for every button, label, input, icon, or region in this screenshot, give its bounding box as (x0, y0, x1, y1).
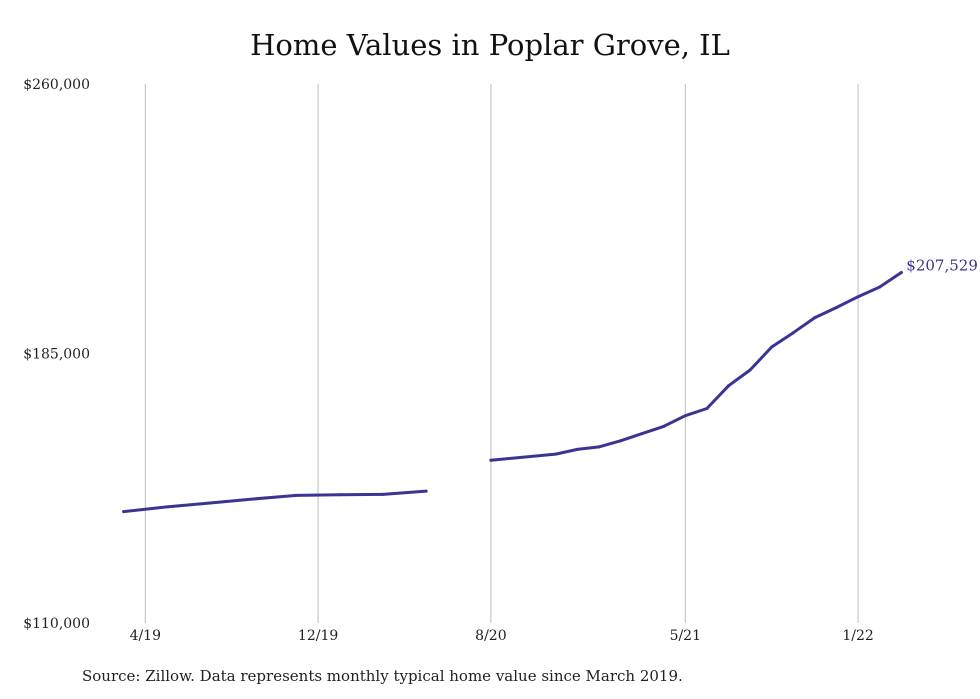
x-tick-label: 4/19 (130, 628, 161, 644)
data-point (878, 285, 882, 289)
data-point (619, 439, 622, 443)
x-tick-label: 12/19 (298, 628, 338, 644)
y-tick-label: $185,000 (23, 347, 90, 363)
data-point (424, 489, 428, 493)
data-point (683, 414, 687, 418)
x-axis: 4/19 12/19 8/20 5/21 1/22 (130, 628, 874, 644)
data-point (575, 447, 579, 451)
chart-title: Home Values in Poplar Grove, IL (250, 28, 730, 62)
source-note: Source: Zillow. Data represents monthly … (82, 667, 683, 685)
data-point (662, 424, 666, 428)
data-point (295, 493, 298, 497)
data-point (640, 432, 644, 436)
data-point (381, 492, 385, 496)
data-point (770, 345, 774, 349)
series (122, 271, 903, 514)
data-point (489, 458, 493, 462)
data-point (597, 445, 601, 449)
data-point (251, 497, 255, 501)
x-tick-label: 8/20 (475, 628, 506, 644)
data-point (165, 505, 169, 509)
data-point (791, 331, 795, 335)
y-axis: $260,000 $185,000 $110,000 (23, 77, 90, 632)
gridlines (144, 84, 859, 623)
y-tick-label: $260,000 (23, 77, 90, 93)
data-point (208, 501, 212, 505)
data-point (705, 407, 709, 410)
data-point (856, 295, 860, 299)
data-point (338, 493, 342, 497)
data-point (554, 452, 558, 456)
data-point (122, 510, 126, 514)
series-line-segment (489, 271, 903, 462)
x-tick-label: 1/22 (842, 628, 873, 644)
data-point (835, 306, 838, 309)
data-point (748, 368, 752, 372)
end-value-label: $207,529 (906, 257, 978, 275)
data-point (899, 271, 903, 274)
annotations: $207,529 (906, 257, 978, 275)
x-tick-label: 5/21 (670, 628, 701, 644)
line-chart: $260,000 $185,000 $110,000 4/19 12/19 8/20 5/… (23, 77, 978, 644)
series-line-segment (122, 489, 428, 514)
data-point (813, 316, 817, 320)
y-tick-label: $110,000 (23, 616, 90, 632)
data-point (727, 384, 730, 388)
